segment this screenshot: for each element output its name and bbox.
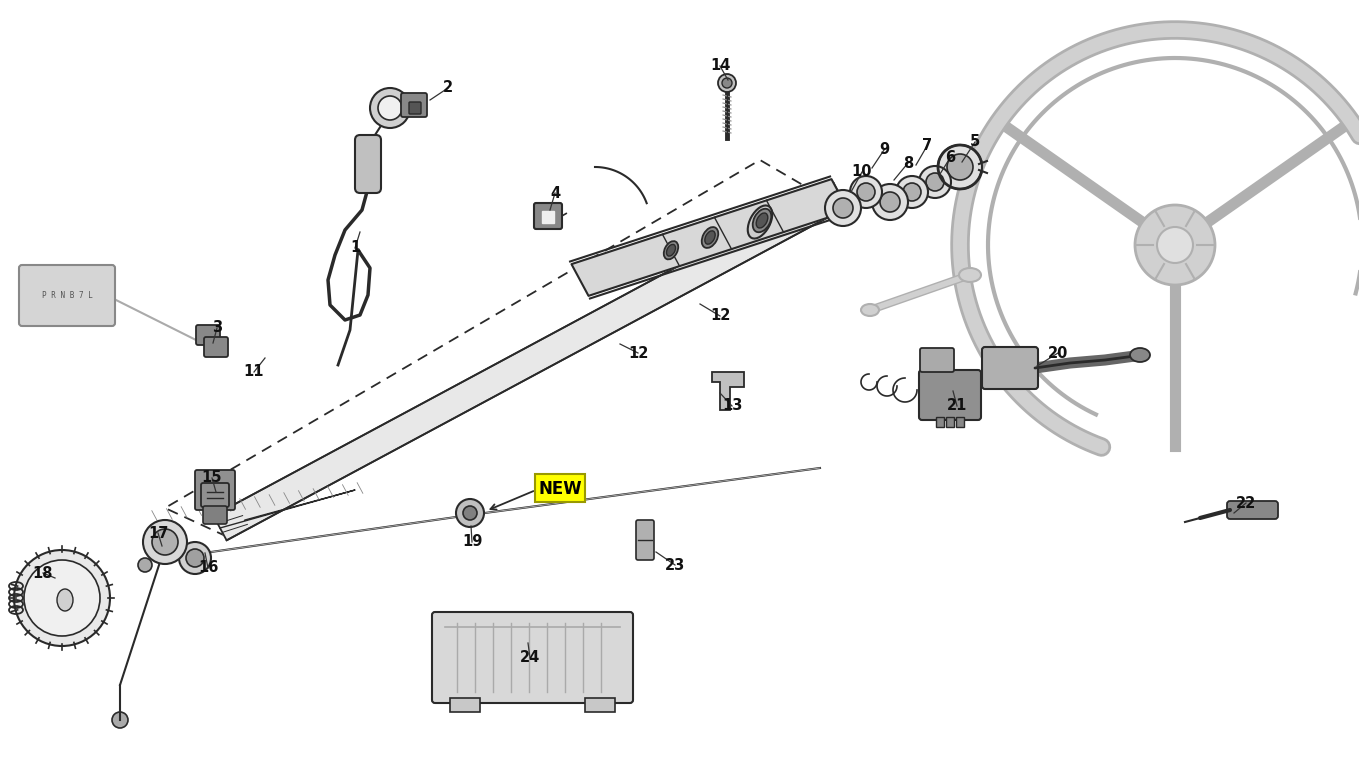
Circle shape bbox=[24, 560, 101, 636]
FancyBboxPatch shape bbox=[432, 612, 633, 703]
Bar bbox=[936, 417, 945, 427]
Text: 21: 21 bbox=[947, 398, 968, 414]
Text: 20: 20 bbox=[1048, 346, 1068, 360]
Text: 12: 12 bbox=[709, 308, 730, 323]
Text: 11: 11 bbox=[243, 364, 264, 380]
Ellipse shape bbox=[862, 304, 879, 316]
Circle shape bbox=[139, 558, 152, 572]
Circle shape bbox=[849, 176, 882, 208]
Circle shape bbox=[825, 190, 862, 226]
Text: 22: 22 bbox=[1235, 495, 1256, 511]
FancyBboxPatch shape bbox=[201, 483, 230, 507]
Text: 23: 23 bbox=[665, 557, 685, 573]
Text: 9: 9 bbox=[879, 143, 889, 157]
Circle shape bbox=[938, 145, 983, 189]
Text: 17: 17 bbox=[148, 525, 169, 540]
Text: 12: 12 bbox=[628, 346, 648, 360]
Circle shape bbox=[858, 183, 875, 201]
Circle shape bbox=[179, 542, 211, 574]
Text: 3: 3 bbox=[212, 321, 222, 336]
Polygon shape bbox=[712, 372, 743, 410]
FancyBboxPatch shape bbox=[409, 102, 421, 114]
Text: 8: 8 bbox=[902, 156, 913, 170]
Circle shape bbox=[881, 192, 900, 212]
Circle shape bbox=[14, 550, 110, 646]
FancyBboxPatch shape bbox=[355, 135, 381, 193]
Bar bbox=[955, 417, 964, 427]
Circle shape bbox=[902, 183, 921, 201]
Polygon shape bbox=[542, 211, 554, 223]
FancyBboxPatch shape bbox=[919, 370, 981, 420]
Bar bbox=[450, 698, 480, 712]
Circle shape bbox=[370, 88, 410, 128]
Circle shape bbox=[833, 198, 853, 218]
Ellipse shape bbox=[1129, 348, 1150, 362]
FancyBboxPatch shape bbox=[535, 474, 584, 502]
Circle shape bbox=[718, 74, 737, 92]
Circle shape bbox=[1135, 205, 1215, 285]
Circle shape bbox=[378, 96, 402, 120]
FancyBboxPatch shape bbox=[202, 506, 227, 524]
FancyBboxPatch shape bbox=[194, 470, 235, 510]
Circle shape bbox=[896, 176, 928, 208]
Bar bbox=[946, 417, 954, 427]
Circle shape bbox=[152, 529, 178, 555]
Circle shape bbox=[143, 520, 188, 564]
FancyBboxPatch shape bbox=[1227, 501, 1277, 519]
Polygon shape bbox=[213, 183, 847, 540]
Text: P R N B 7 L: P R N B 7 L bbox=[42, 291, 92, 301]
FancyBboxPatch shape bbox=[401, 93, 427, 117]
Ellipse shape bbox=[747, 205, 772, 239]
Text: 18: 18 bbox=[33, 566, 53, 580]
Ellipse shape bbox=[756, 213, 768, 228]
Text: 6: 6 bbox=[945, 150, 955, 166]
Ellipse shape bbox=[705, 231, 715, 244]
Circle shape bbox=[463, 506, 477, 520]
FancyBboxPatch shape bbox=[983, 347, 1038, 389]
Text: 16: 16 bbox=[198, 560, 219, 576]
Ellipse shape bbox=[959, 268, 981, 282]
Text: 19: 19 bbox=[462, 535, 482, 549]
FancyBboxPatch shape bbox=[19, 265, 116, 326]
Text: 10: 10 bbox=[852, 164, 872, 180]
Text: 5: 5 bbox=[970, 135, 980, 150]
Ellipse shape bbox=[663, 241, 678, 260]
FancyBboxPatch shape bbox=[534, 203, 563, 229]
Ellipse shape bbox=[666, 244, 675, 256]
Text: NEW: NEW bbox=[538, 480, 582, 498]
Circle shape bbox=[925, 173, 945, 191]
FancyBboxPatch shape bbox=[204, 337, 228, 357]
Circle shape bbox=[457, 499, 484, 527]
Circle shape bbox=[111, 712, 128, 728]
Circle shape bbox=[1157, 227, 1193, 263]
FancyBboxPatch shape bbox=[920, 348, 954, 372]
Text: 13: 13 bbox=[722, 398, 742, 414]
Text: 14: 14 bbox=[709, 58, 730, 74]
FancyBboxPatch shape bbox=[636, 520, 654, 560]
Text: 15: 15 bbox=[201, 470, 223, 485]
Circle shape bbox=[722, 78, 733, 88]
Ellipse shape bbox=[701, 227, 719, 248]
Circle shape bbox=[872, 184, 908, 220]
Text: 7: 7 bbox=[921, 139, 932, 153]
Text: 24: 24 bbox=[520, 650, 540, 666]
Circle shape bbox=[186, 549, 204, 567]
Circle shape bbox=[947, 154, 973, 180]
Bar bbox=[584, 698, 616, 712]
Text: 1: 1 bbox=[349, 240, 360, 256]
Ellipse shape bbox=[753, 208, 772, 232]
FancyBboxPatch shape bbox=[196, 325, 220, 345]
Text: 2: 2 bbox=[443, 81, 453, 95]
Ellipse shape bbox=[57, 589, 73, 611]
Circle shape bbox=[919, 166, 951, 198]
Polygon shape bbox=[572, 179, 848, 296]
Text: 4: 4 bbox=[550, 185, 560, 201]
